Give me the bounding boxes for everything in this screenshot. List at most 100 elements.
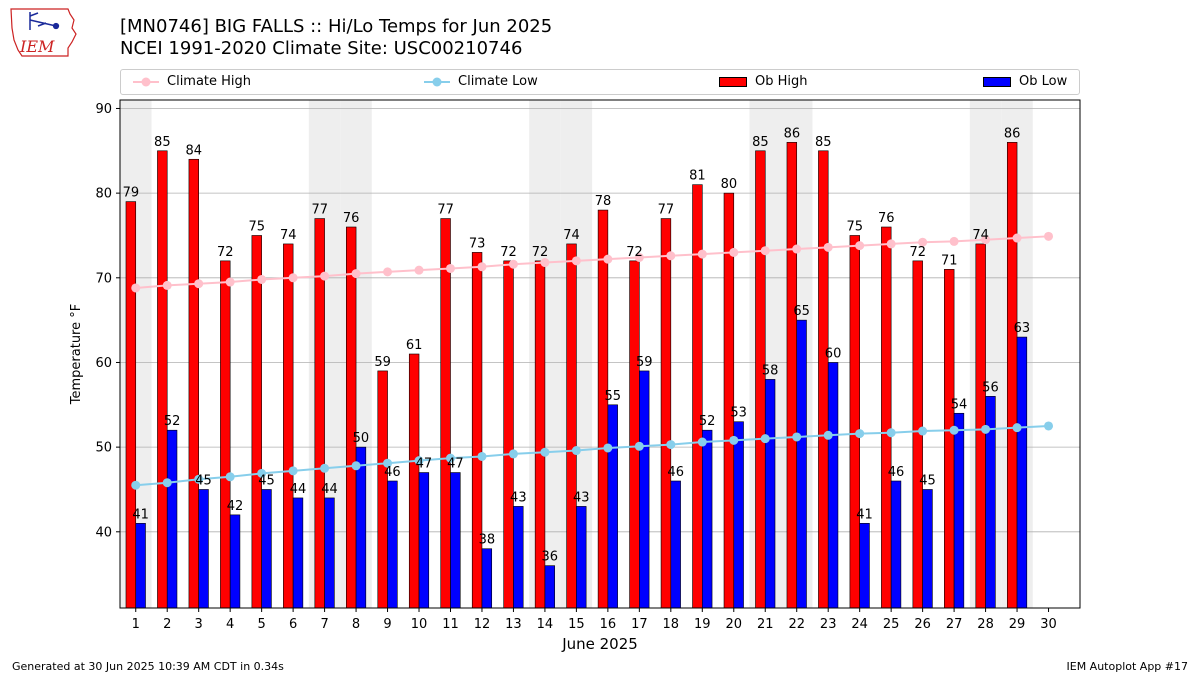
data-label-ob-low-day-10: 47 <box>416 457 433 472</box>
y-tick-label-40: 40 <box>95 525 112 540</box>
data-label-ob-low-day-15: 43 <box>573 490 590 505</box>
data-label-ob-low-day-8: 50 <box>353 431 370 446</box>
data-label-ob-high-day-29: 86 <box>1004 126 1021 141</box>
x-tick-label-5: 5 <box>257 617 265 632</box>
data-label-ob-low-day-2: 52 <box>164 414 181 429</box>
point-climate-low-day-27 <box>949 425 959 435</box>
legend: Climate High Climate Low Ob High Ob Low <box>120 69 1080 95</box>
point-climate-high-day-11 <box>445 263 455 273</box>
point-climate-high-day-17 <box>634 252 644 262</box>
point-climate-low-day-23 <box>823 430 833 440</box>
bar-ob-high-day-23 <box>818 150 829 609</box>
point-climate-low-day-11 <box>445 453 455 463</box>
x-tick-label-28: 28 <box>977 617 994 632</box>
bar-ob-low-day-25 <box>890 480 902 609</box>
bar-ob-high-day-9 <box>377 370 388 609</box>
data-label-ob-low-day-18: 46 <box>667 465 684 480</box>
legend-item-climate-low: Climate Low <box>424 74 538 89</box>
bar-ob-high-day-6 <box>283 243 294 609</box>
point-climate-low-day-25 <box>886 428 896 438</box>
legend-line-marker-icon <box>424 77 450 86</box>
point-climate-low-day-8 <box>351 461 361 471</box>
point-climate-low-day-24 <box>855 429 865 439</box>
point-climate-high-day-26 <box>918 237 928 247</box>
climate-lines <box>131 231 1054 490</box>
data-label-ob-low-day-13: 43 <box>510 490 527 505</box>
data-label-ob-low-day-21: 58 <box>762 363 779 378</box>
point-climate-low-day-4 <box>225 472 235 482</box>
chart-title: [MN0746] BIG FALLS :: Hi/Lo Temps for Ju… <box>120 16 552 60</box>
data-label-ob-high-day-14: 72 <box>532 245 549 260</box>
point-climate-high-day-7 <box>320 271 330 281</box>
x-tick-label-18: 18 <box>663 617 680 632</box>
bar-ob-low-day-19 <box>701 429 713 609</box>
x-tick-label-20: 20 <box>725 617 742 632</box>
bar-ob-high-day-12 <box>471 252 483 609</box>
title-line-1: [MN0746] BIG FALLS :: Hi/Lo Temps for Ju… <box>120 16 553 37</box>
legend-label-ob-low: Ob Low <box>1019 74 1068 89</box>
data-label-ob-low-day-6: 44 <box>290 482 307 497</box>
bar-ob-low-day-8 <box>355 446 367 609</box>
bar-ob-low-day-4 <box>229 514 241 609</box>
data-label-ob-high-day-5: 75 <box>248 219 265 234</box>
data-label-ob-high-day-28: 74 <box>972 228 989 243</box>
point-climate-high-day-1 <box>131 283 141 293</box>
point-climate-high-day-10 <box>414 265 424 275</box>
logo-text: IEM <box>19 37 55 56</box>
data-label-ob-low-day-9: 46 <box>384 465 401 480</box>
x-tick-label-14: 14 <box>537 617 554 632</box>
point-climate-high-day-27 <box>949 236 959 246</box>
x-tick-label-12: 12 <box>474 617 491 632</box>
bar-ob-high-day-22 <box>786 142 798 609</box>
x-tick-label-24: 24 <box>851 617 868 632</box>
point-climate-high-day-25 <box>886 239 896 249</box>
bar-ob-high-day-10 <box>408 353 420 609</box>
data-label-ob-low-day-23: 60 <box>825 346 842 361</box>
point-climate-high-day-2 <box>162 280 172 290</box>
point-climate-high-day-20 <box>729 247 739 257</box>
y-tick-label-90: 90 <box>95 102 112 117</box>
data-label-ob-high-day-7: 77 <box>311 203 328 218</box>
bar-ob-low-day-26 <box>922 489 933 609</box>
bar-ob-low-day-23 <box>827 362 839 609</box>
point-climate-low-day-22 <box>792 432 802 442</box>
bar-ob-high-day-13 <box>503 260 514 609</box>
point-climate-low-day-1 <box>131 480 141 490</box>
x-tick-label-9: 9 <box>383 617 391 632</box>
legend-line-marker-icon <box>133 77 159 86</box>
x-tick-label-7: 7 <box>320 617 328 632</box>
x-tick-label-3: 3 <box>195 617 203 632</box>
legend-label-ob-high: Ob High <box>755 74 808 89</box>
legend-label-climate-high: Climate High <box>167 74 252 89</box>
bar-ob-high-day-19 <box>692 184 703 609</box>
data-label-ob-low-day-29: 63 <box>1014 321 1031 336</box>
x-tick-label-30: 30 <box>1040 617 1057 632</box>
bar-ob-low-day-18 <box>670 480 681 609</box>
point-climate-high-day-22 <box>792 244 802 254</box>
data-label-ob-high-day-24: 75 <box>847 219 864 234</box>
data-label-ob-low-day-17: 59 <box>636 355 653 370</box>
x-tick-label-10: 10 <box>411 617 428 632</box>
bar-ob-high-day-29 <box>1006 142 1018 609</box>
point-climate-high-day-19 <box>697 249 707 259</box>
data-label-ob-high-day-19: 81 <box>689 169 706 184</box>
point-climate-high-day-24 <box>855 241 865 251</box>
data-label-ob-high-day-18: 77 <box>658 203 675 218</box>
bar-ob-high-day-16 <box>597 209 609 609</box>
point-climate-low-day-3 <box>194 474 204 484</box>
point-climate-high-day-13 <box>508 259 518 269</box>
data-label-ob-high-day-23: 85 <box>815 135 832 150</box>
point-climate-low-day-20 <box>729 435 739 445</box>
x-tick-label-6: 6 <box>289 617 297 632</box>
bar-ob-high-day-3 <box>188 158 199 609</box>
point-climate-low-day-15 <box>571 446 581 456</box>
data-label-ob-high-day-11: 77 <box>437 203 454 218</box>
data-label-ob-high-day-20: 80 <box>721 177 738 192</box>
data-label-ob-high-day-21: 85 <box>752 135 769 150</box>
x-tick-label-11: 11 <box>442 617 459 632</box>
data-label-ob-low-day-25: 46 <box>888 465 905 480</box>
bar-ob-low-day-11 <box>450 472 461 609</box>
legend-swatch-icon <box>983 76 1011 87</box>
data-label-ob-high-day-17: 72 <box>626 245 643 260</box>
